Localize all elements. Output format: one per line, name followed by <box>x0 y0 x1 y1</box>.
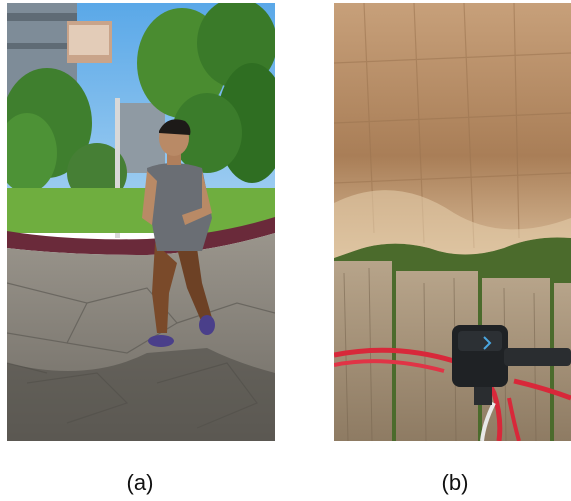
panel-label-a: (a) <box>126 470 154 495</box>
sensor-device-photo <box>334 3 571 441</box>
panel-label-b: (b) <box>441 470 469 495</box>
person-figure <box>142 119 215 347</box>
photo-panel-a <box>7 3 275 441</box>
photo-panel-b <box>334 3 571 441</box>
sensor-device <box>452 325 571 405</box>
walking-person-photo <box>7 3 275 441</box>
